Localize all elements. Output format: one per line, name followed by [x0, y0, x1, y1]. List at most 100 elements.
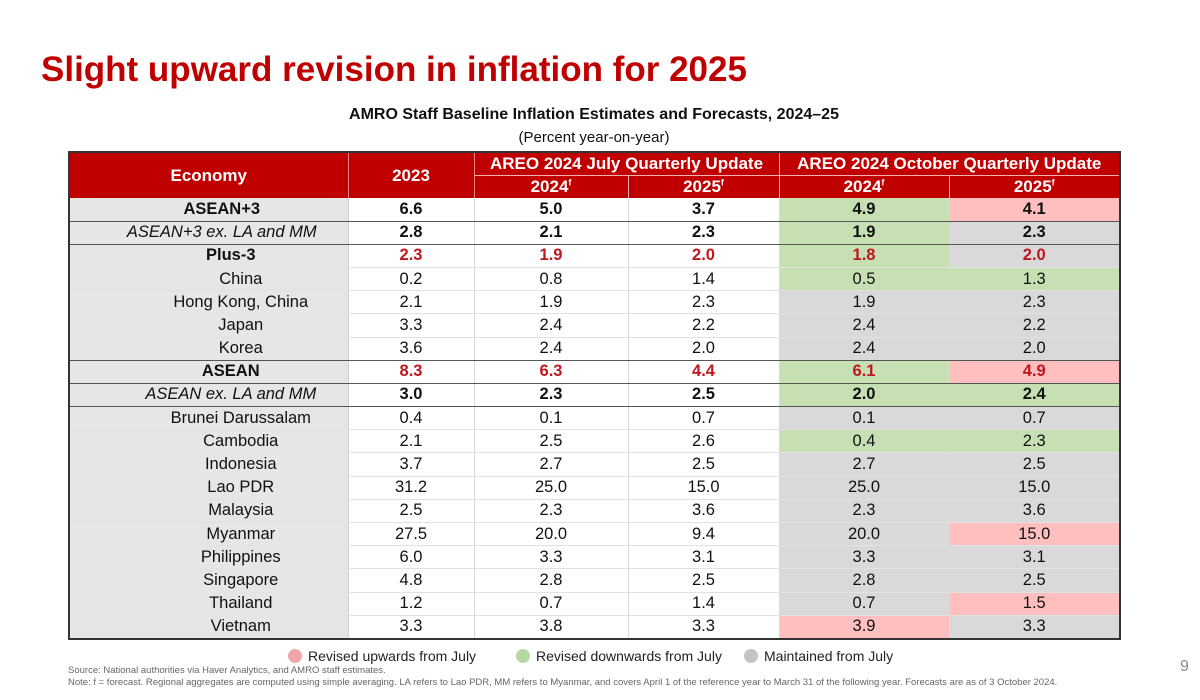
- cell-2023: 6.0: [348, 545, 475, 570]
- cell-july-2024: 2.4: [474, 337, 629, 361]
- cell-economy: Indonesia: [69, 452, 349, 477]
- cell-economy: ASEAN: [69, 360, 349, 384]
- slide-title: Slight upward revision in inflation for …: [41, 50, 747, 89]
- cell-october-2024: 3.3: [779, 545, 950, 570]
- header-economy: Economy: [69, 152, 349, 199]
- cell-october-2025: 1.3: [949, 267, 1121, 292]
- cell-economy: Japan: [69, 313, 349, 338]
- cell-economy: ASEAN+3 ex. LA and MM: [69, 221, 349, 245]
- cell-july-2024: 2.4: [474, 313, 629, 338]
- cell-october-2025: 2.0: [949, 337, 1121, 361]
- cell-october-2024: 0.4: [779, 429, 950, 454]
- cell-2023: 4.8: [348, 568, 475, 593]
- cell-october-2025: 2.3: [949, 429, 1121, 454]
- table-row: ASEAN 8.3 6.3 4.4 6.1 4.9: [69, 360, 1121, 384]
- cell-july-2024: 2.1: [474, 221, 629, 245]
- cell-2023: 3.6: [348, 337, 475, 361]
- cell-october-2025: 2.4: [949, 383, 1121, 408]
- cell-economy: ASEAN+3: [69, 198, 349, 222]
- cell-2023: 2.3: [348, 244, 475, 268]
- cell-october-2024: 20.0: [779, 522, 950, 547]
- source-note: Source: National authorities via Haver A…: [68, 665, 386, 676]
- page-number: 9: [1180, 658, 1189, 675]
- cell-economy: Plus-3: [69, 244, 349, 268]
- cell-july-2025: 2.5: [628, 452, 780, 477]
- header-2023: 2023: [348, 152, 475, 199]
- table-row: Singapore 4.8 2.8 2.5 2.8 2.5: [69, 568, 1121, 593]
- legend: Revised upwards from July Revised downwa…: [0, 648, 1200, 666]
- cell-july-2025: 3.6: [628, 499, 780, 524]
- table-row: ASEAN+3 ex. LA and MM 2.8 2.1 2.3 1.9 2.3: [69, 221, 1121, 245]
- header-october-2025: 2025f: [949, 175, 1121, 199]
- table-row: Brunei Darussalam 0.4 0.1 0.7 0.1 0.7: [69, 406, 1121, 431]
- cell-july-2025: 2.5: [628, 568, 780, 593]
- table-title: AMRO Staff Baseline Inflation Estimates …: [349, 106, 839, 123]
- cell-october-2025: 15.0: [949, 476, 1121, 500]
- cell-july-2025: 2.5: [628, 383, 780, 408]
- cell-october-2025: 15.0: [949, 522, 1121, 547]
- table-row: Indonesia 3.7 2.7 2.5 2.7 2.5: [69, 452, 1121, 477]
- cell-october-2024: 2.7: [779, 452, 950, 477]
- cell-july-2024: 2.7: [474, 452, 629, 477]
- cell-economy: ASEAN ex. LA and MM: [69, 383, 349, 408]
- header-july-update: AREO 2024 July Quarterly Update: [474, 152, 780, 177]
- cell-october-2025: 3.1: [949, 545, 1121, 570]
- cell-july-2025: 2.2: [628, 313, 780, 338]
- cell-july-2025: 15.0: [628, 476, 780, 500]
- table-row: Vietnam 3.3 3.8 3.3 3.9 3.3: [69, 615, 1121, 640]
- cell-2023: 0.4: [348, 406, 475, 431]
- cell-2023: 6.6: [348, 198, 475, 222]
- cell-2023: 3.3: [348, 615, 475, 640]
- legend-dot-down-icon: [516, 649, 530, 663]
- cell-october-2024: 1.9: [779, 290, 950, 315]
- cell-economy: Thailand: [69, 592, 349, 616]
- cell-october-2025: 2.3: [949, 290, 1121, 315]
- table-row: Lao PDR 31.2 25.0 15.0 25.0 15.0: [69, 476, 1121, 500]
- inflation-table: Economy 2023 AREO 2024 July Quarterly Up…: [68, 151, 1122, 640]
- cell-july-2024: 20.0: [474, 522, 629, 547]
- cell-economy: China: [69, 267, 349, 292]
- cell-october-2025: 2.0: [949, 244, 1121, 268]
- legend-dot-up-icon: [288, 649, 302, 663]
- cell-july-2024: 6.3: [474, 360, 629, 384]
- cell-july-2024: 3.8: [474, 615, 629, 640]
- table-row: Hong Kong, China 2.1 1.9 2.3 1.9 2.3: [69, 290, 1121, 315]
- cell-october-2025: 0.7: [949, 406, 1121, 431]
- table-row: Cambodia 2.1 2.5 2.6 0.4 2.3: [69, 429, 1121, 454]
- cell-october-2024: 2.4: [779, 313, 950, 338]
- legend-dot-same-icon: [744, 649, 758, 663]
- table-row: ASEAN+3 6.6 5.0 3.7 4.9 4.1: [69, 198, 1121, 222]
- cell-july-2025: 2.3: [628, 290, 780, 315]
- cell-october-2025: 2.5: [949, 452, 1121, 477]
- cell-july-2024: 25.0: [474, 476, 629, 500]
- cell-2023: 3.3: [348, 313, 475, 338]
- table-row: ASEAN ex. LA and MM 3.0 2.3 2.5 2.0 2.4: [69, 383, 1121, 408]
- cell-october-2025: 4.9: [949, 360, 1121, 384]
- cell-october-2024: 4.9: [779, 198, 950, 222]
- cell-2023: 2.5: [348, 499, 475, 524]
- cell-october-2025: 4.1: [949, 198, 1121, 222]
- cell-2023: 27.5: [348, 522, 475, 547]
- cell-2023: 3.0: [348, 383, 475, 408]
- table-row: Korea 3.6 2.4 2.0 2.4 2.0: [69, 337, 1121, 361]
- cell-july-2025: 2.0: [628, 337, 780, 361]
- cell-july-2025: 3.3: [628, 615, 780, 640]
- cell-july-2025: 1.4: [628, 267, 780, 292]
- cell-july-2025: 4.4: [628, 360, 780, 384]
- cell-october-2024: 6.1: [779, 360, 950, 384]
- cell-october-2025: 3.6: [949, 499, 1121, 524]
- cell-july-2024: 5.0: [474, 198, 629, 222]
- cell-october-2024: 1.9: [779, 221, 950, 245]
- cell-2023: 2.8: [348, 221, 475, 245]
- cell-economy: Cambodia: [69, 429, 349, 454]
- cell-2023: 8.3: [348, 360, 475, 384]
- legend-item-same: Maintained from July: [744, 648, 893, 664]
- header-july-2024: 2024f: [474, 175, 629, 199]
- cell-july-2025: 1.4: [628, 592, 780, 616]
- cell-economy: Vietnam: [69, 615, 349, 640]
- cell-economy: Brunei Darussalam: [69, 406, 349, 431]
- cell-july-2024: 2.8: [474, 568, 629, 593]
- cell-october-2024: 2.4: [779, 337, 950, 361]
- cell-economy: Lao PDR: [69, 476, 349, 500]
- cell-october-2024: 1.8: [779, 244, 950, 268]
